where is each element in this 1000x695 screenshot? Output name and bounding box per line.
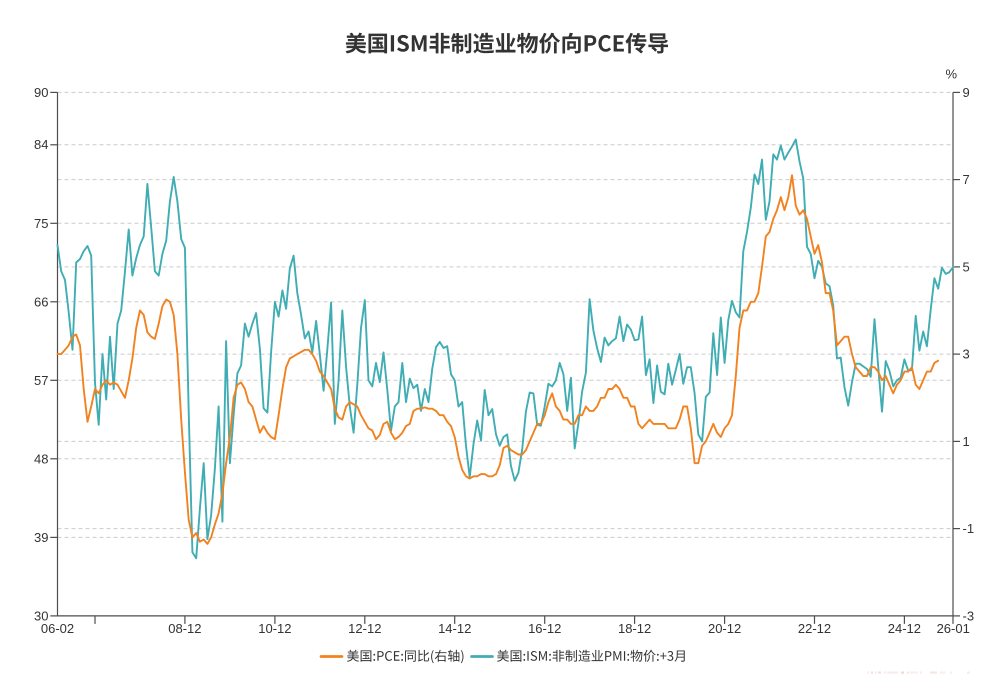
svg-text:-3: -3 [963,608,975,623]
svg-text:18-12: 18-12 [618,621,651,636]
svg-text:75: 75 [34,216,48,231]
svg-text:39: 39 [34,530,48,545]
svg-text:26-01: 26-01 [937,621,970,636]
svg-text:10-12: 10-12 [258,621,291,636]
svg-text:30: 30 [34,608,48,623]
svg-text:7: 7 [963,172,970,187]
svg-text:9: 9 [963,85,970,100]
svg-text:12-12: 12-12 [348,621,381,636]
svg-text:-1: -1 [963,521,975,536]
svg-text:08-12: 08-12 [168,621,201,636]
svg-text:66: 66 [34,294,48,309]
svg-text:5: 5 [963,259,970,274]
svg-text:3: 3 [963,347,970,362]
svg-text:84: 84 [34,137,48,152]
svg-text:57: 57 [34,373,48,388]
svg-text:90: 90 [34,85,48,100]
svg-text:06-02: 06-02 [41,621,74,636]
svg-text:14-12: 14-12 [438,621,471,636]
svg-text:%: % [946,67,958,82]
svg-text:22-12: 22-12 [798,621,831,636]
svg-text:16-12: 16-12 [528,621,561,636]
svg-text:24-12: 24-12 [888,621,921,636]
svg-text:20-12: 20-12 [708,621,741,636]
svg-text:48: 48 [34,451,48,466]
svg-text:1: 1 [963,434,970,449]
